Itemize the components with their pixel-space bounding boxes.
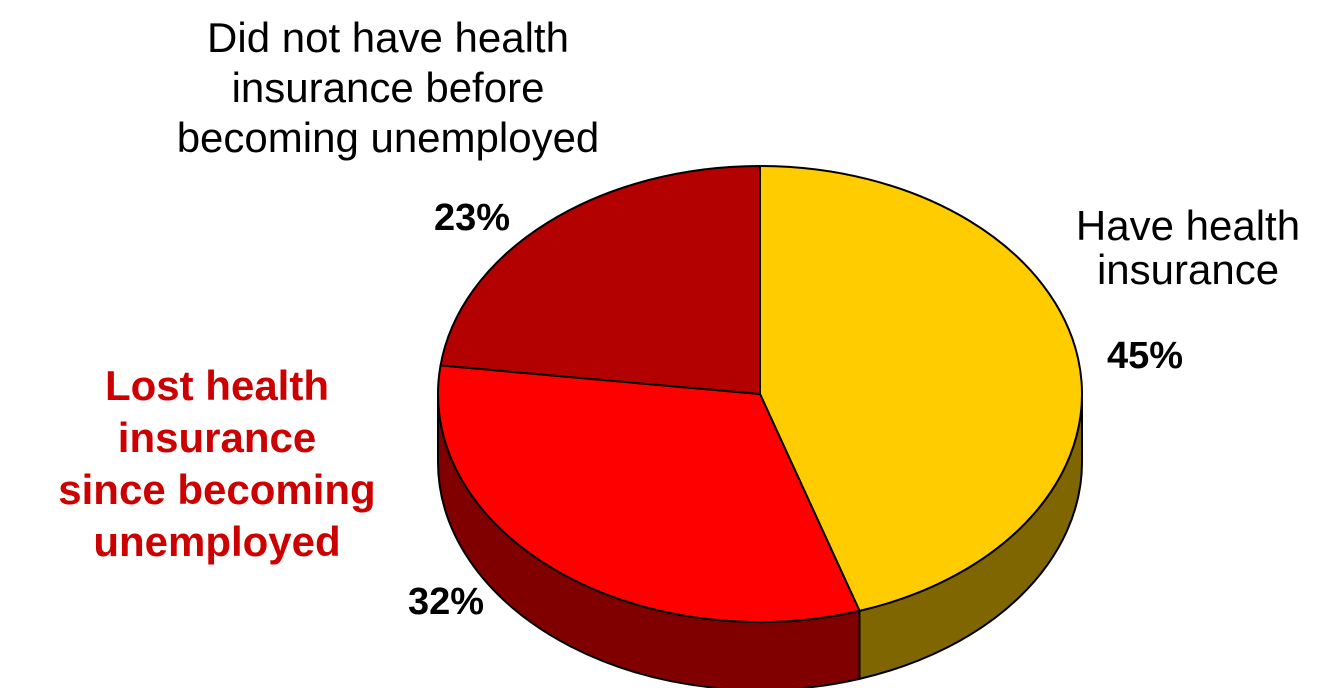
slice-label-line: insurance before <box>232 64 545 111</box>
slice-value-label-did-not-have-health-insurance-before-becoming-unemployed: 23% <box>434 197 510 239</box>
slice-label-line: becoming unemployed <box>177 114 600 161</box>
slice-label-line: since becoming <box>58 466 375 513</box>
slice-label-line: Have health <box>1076 202 1300 249</box>
slice-label-lost-health-insurance-since-becoming-unemployed: Lost health insurance since becoming unempl… <box>58 362 375 565</box>
slice-label-line: insurance <box>1097 246 1279 293</box>
slice-label-did-not-have-health-insurance-before-becoming-unemployed: Did not have health insurance before becom… <box>177 14 600 161</box>
pie-slice-did-not-have-health-insurance-before-becoming-unemployed <box>439 165 761 395</box>
slice-label-line: Lost health <box>105 362 329 409</box>
pie-slice-lost-health-insurance-since-becoming-unemployed <box>437 364 861 623</box>
slice-value-label-lost-health-insurance-since-becoming-unemployed: 32% <box>408 581 484 623</box>
slice-label-have-health-insurance: Have health insurance <box>1076 202 1300 293</box>
pie-slice-have-health-insurance <box>759 165 1083 612</box>
slice-value-label-have-health-insurance: 45% <box>1107 335 1183 377</box>
slice-label-line: Did not have health <box>207 14 569 61</box>
slice-label-line: unemployed <box>93 518 340 565</box>
pie-slices <box>437 165 1083 623</box>
slice-label-line: insurance <box>118 414 316 461</box>
